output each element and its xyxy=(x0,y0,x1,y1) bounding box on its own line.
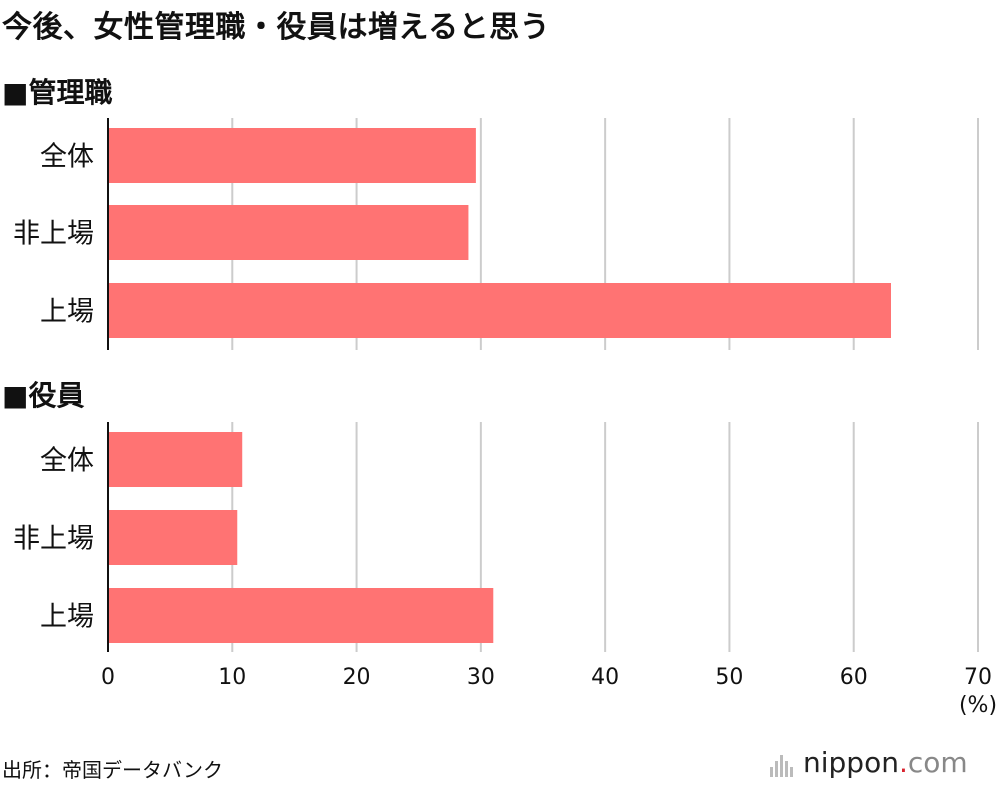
category-label: 上場 xyxy=(40,297,94,328)
x-unit-label: (%) xyxy=(959,693,997,718)
bar xyxy=(108,128,476,183)
category-label: 非上場 xyxy=(13,524,94,555)
chart-title: 今後、女性管理職・役員は増えると思う xyxy=(2,10,551,45)
x-tick-label: 20 xyxy=(343,665,371,690)
bar xyxy=(108,283,891,338)
category-label: 全体 xyxy=(40,142,94,173)
source-note: 出所：帝国データバンク xyxy=(2,758,223,782)
panel-heading: ■役員 xyxy=(2,379,84,412)
x-tick-label: 0 xyxy=(101,665,115,690)
logo-dot: . xyxy=(898,746,908,779)
logo-bars-icon xyxy=(770,749,795,777)
bar xyxy=(108,510,238,565)
logo-tld: com xyxy=(907,746,968,779)
x-tick-label: 10 xyxy=(218,665,246,690)
x-tick-label: 60 xyxy=(840,665,868,690)
panel-heading: ■管理職 xyxy=(2,76,112,109)
category-label: 上場 xyxy=(40,602,94,633)
x-tick-label: 50 xyxy=(715,665,743,690)
category-label: 全体 xyxy=(40,446,94,477)
category-label: 非上場 xyxy=(13,219,94,250)
bar xyxy=(108,205,469,260)
logo-brand: nippon xyxy=(803,746,899,779)
bar xyxy=(108,588,494,643)
x-tick-label: 70 xyxy=(964,665,992,690)
bar xyxy=(108,432,243,487)
x-tick-label: 40 xyxy=(591,665,619,690)
nippon-logo: nippon. com xyxy=(770,746,968,779)
x-tick-label: 30 xyxy=(467,665,495,690)
